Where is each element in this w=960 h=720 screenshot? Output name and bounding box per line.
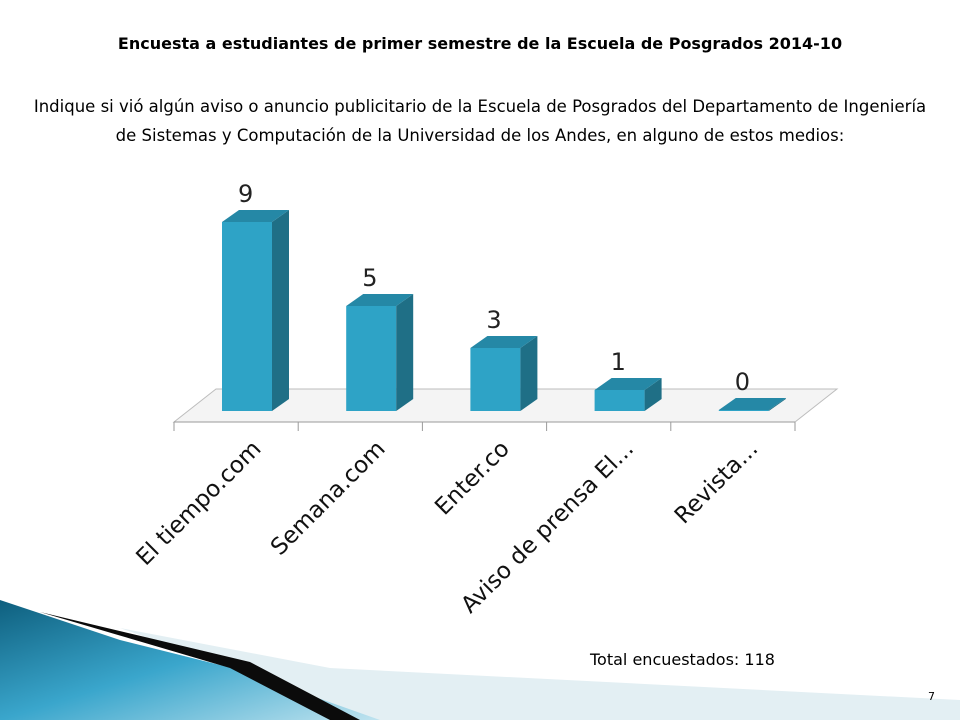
bar-side xyxy=(768,398,786,411)
bar-front xyxy=(594,390,645,411)
category-label: Revista... xyxy=(670,436,763,529)
bar xyxy=(346,294,414,411)
data-label: 5 xyxy=(362,264,377,292)
data-label: 1 xyxy=(611,348,626,376)
bar-side xyxy=(272,210,289,411)
bar-top xyxy=(222,210,289,222)
x-axis-ticks xyxy=(173,422,796,431)
survey-question: Indique si vió algún aviso o anuncio pub… xyxy=(33,97,927,145)
page-number: 7 xyxy=(928,690,935,703)
bar-front xyxy=(470,348,521,411)
total-respondents: Total encuestados: 118 xyxy=(590,650,775,669)
decor-light-band xyxy=(120,628,960,720)
bar-front xyxy=(718,410,769,411)
bar-side xyxy=(520,336,538,411)
category-label: Semana.com xyxy=(266,436,391,561)
data-label: 0 xyxy=(735,368,750,396)
data-label: 3 xyxy=(486,306,501,334)
bar-front xyxy=(346,306,397,411)
bars xyxy=(222,210,786,411)
bar xyxy=(470,336,538,411)
decor-black-swoosh xyxy=(40,612,360,720)
bar-top xyxy=(470,336,538,348)
bar-top xyxy=(594,378,662,390)
bar xyxy=(594,378,662,411)
category-label: Enter.co xyxy=(430,436,515,521)
data-label: 9 xyxy=(238,180,253,208)
bar xyxy=(718,398,786,411)
bar-side xyxy=(396,294,414,411)
category-label: El tiempo.com xyxy=(131,436,266,571)
data-labels: 9 5 3 1 0 xyxy=(238,180,750,396)
slide-title: Encuesta a estudiantes de primer semestr… xyxy=(117,34,843,53)
bar xyxy=(222,210,289,411)
bar-top xyxy=(346,294,414,306)
bar-side xyxy=(644,378,662,411)
bar-top xyxy=(718,398,786,410)
bar-front xyxy=(222,222,272,411)
